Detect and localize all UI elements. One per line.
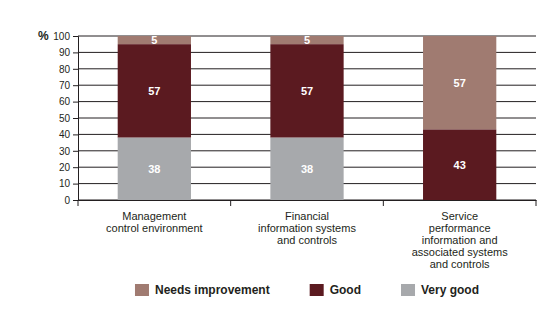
legend-label: Needs improvement: [155, 283, 270, 297]
y-tick-mark: [73, 118, 78, 119]
y-tick-mark: [73, 151, 78, 152]
y-tick-mark: [73, 69, 78, 70]
legend-swatch: [401, 284, 415, 296]
y-axis-title: %: [38, 29, 49, 43]
legend: Needs improvement Good Very good: [135, 283, 479, 297]
data-label: 57: [148, 85, 160, 97]
y-tick: 60: [59, 96, 78, 107]
y-tick-mark: [73, 52, 78, 53]
bar-segment: [118, 44, 191, 137]
legend-item: Needs improvement: [135, 283, 270, 297]
x-tick: Financialinformation systemsand controls: [258, 200, 356, 246]
x-tick: Serviceperformanceinformation andassocia…: [412, 200, 508, 270]
y-tick-label: 100: [53, 31, 70, 42]
y-tick-mark: [73, 36, 78, 37]
y-tick: 80: [59, 64, 78, 75]
y-tick-label: 0: [64, 195, 70, 206]
bar-segment: [270, 44, 343, 137]
category-divider: [230, 200, 231, 206]
y-tick: 0: [64, 195, 78, 206]
y-tick-label: 10: [59, 178, 71, 189]
y-tick-label: 70: [59, 80, 71, 91]
data-label: 57: [454, 77, 466, 89]
category-divider: [536, 200, 537, 206]
y-tick-mark: [73, 134, 78, 135]
y-tick-mark: [73, 85, 78, 86]
y-tick: 10: [59, 178, 78, 189]
y-tick-label: 50: [59, 113, 71, 124]
y-tick-label: 20: [59, 162, 71, 173]
chart: 5 5 57 57 57 43 38 38 0 10 20 30 40 50 60 70 80 90 100% Man…: [0, 0, 546, 323]
bar-segment: [423, 129, 496, 200]
y-tick: 40: [59, 129, 78, 140]
y-axis-line: [73, 37, 79, 201]
legend-swatch: [135, 284, 149, 296]
y-tick: 100: [53, 31, 78, 42]
x-tick-label: Managementcontrol environment: [106, 210, 203, 234]
bar-segment: [270, 138, 343, 200]
legend-item: Very good: [401, 283, 479, 297]
bars: [118, 36, 497, 200]
y-tick-label: 90: [59, 47, 71, 58]
data-label: 5: [151, 34, 157, 46]
y-tick-label: 80: [59, 64, 71, 75]
x-tick: Managementcontrol environment: [106, 200, 203, 234]
category-dividers: [78, 200, 536, 206]
bar-segment: [423, 36, 496, 129]
category-divider: [383, 200, 384, 206]
y-tick-label: 30: [59, 146, 71, 157]
x-tick-label: Financialinformation systemsand controls: [258, 210, 356, 246]
y-tick-mark: [73, 167, 78, 168]
data-label: 38: [301, 163, 313, 175]
data-label: 5: [304, 34, 310, 46]
y-tick-mark: [73, 184, 78, 185]
x-axis: Managementcontrol environment Financialin…: [79, 200, 537, 270]
y-tick-mark: [73, 200, 78, 201]
y-tick: 90: [59, 47, 78, 58]
bar-segment: [118, 138, 191, 200]
y-tick: 50: [59, 113, 78, 124]
legend-label: Very good: [421, 283, 479, 297]
y-tick: 70: [59, 80, 78, 91]
chart-container: 5 5 57 57 57 43 38 38 0 10 20 30 40 50 60 70 80 90 100% Man…: [0, 0, 546, 323]
x-tick-label: Serviceperformanceinformation andassocia…: [412, 210, 508, 270]
legend-item: Good: [310, 283, 361, 297]
legend-swatch: [310, 284, 324, 296]
data-label: 43: [454, 159, 466, 171]
data-labels: 5 5 57 57 57 43 38 38: [148, 34, 466, 175]
y-tick-label: 60: [59, 96, 71, 107]
y-tick-mark: [73, 102, 78, 103]
y-axis: 0 10 20 30 40 50 60 70 80 90 100: [53, 31, 78, 206]
category-divider: [78, 200, 79, 206]
y-tick: 30: [59, 146, 78, 157]
legend-label: Good: [330, 283, 361, 297]
data-label: 57: [301, 85, 313, 97]
grid: [78, 36, 536, 200]
y-tick: 20: [59, 162, 78, 173]
y-tick-label: 40: [59, 129, 71, 140]
data-label: 38: [148, 163, 160, 175]
x-axis-line: [79, 200, 537, 201]
